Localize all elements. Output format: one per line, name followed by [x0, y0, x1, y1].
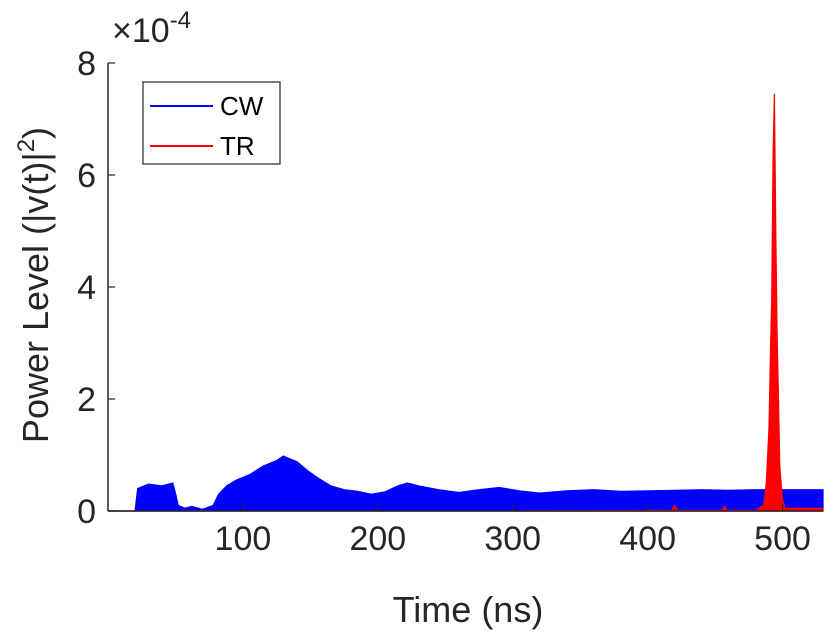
- x-tick-label: 200: [349, 520, 406, 558]
- legend-box: [142, 81, 281, 165]
- y-axis-label: Power Level (|v(t)|2): [13, 127, 56, 443]
- legend-label-cw: CW: [220, 91, 264, 121]
- exponent-label: ×10-4: [112, 7, 191, 50]
- y-tick-label: 0: [77, 493, 96, 531]
- x-axis-label: Time (ns): [393, 589, 544, 630]
- axes: [107, 62, 823, 512]
- series-cw-area: [108, 455, 824, 512]
- x-tick-label: 500: [754, 520, 811, 558]
- x-tick-label: 400: [619, 520, 676, 558]
- x-tick-label: 100: [215, 520, 272, 558]
- tick-labels: 100 200 300 400 500 0 2 4 6 8: [77, 45, 811, 558]
- x-tick-label: 300: [484, 520, 541, 558]
- legend-label-tr: TR: [220, 131, 255, 161]
- y-tick-label: 6: [77, 157, 96, 195]
- y-tick-label: 8: [77, 45, 96, 83]
- plot-area: [108, 93, 824, 512]
- y-tick-label: 4: [77, 269, 96, 307]
- legend: CW TR: [142, 81, 281, 165]
- series-tr-area: [108, 93, 824, 512]
- y-tick-label: 2: [77, 381, 96, 419]
